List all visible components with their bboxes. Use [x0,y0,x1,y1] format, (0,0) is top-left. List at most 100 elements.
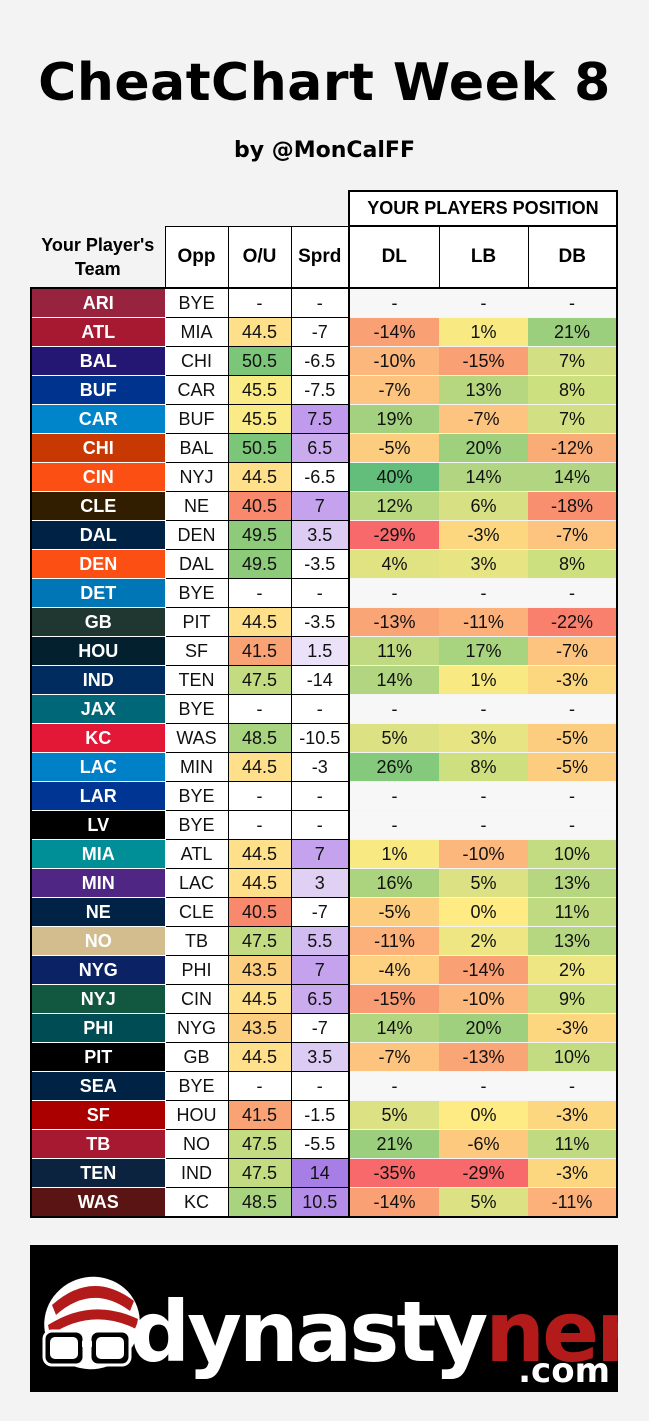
opp-cell: MIA [164,317,229,347]
team-cell: BAL [30,346,166,376]
db-cell: - [528,810,618,840]
team-cell: LAR [30,781,166,811]
ou-cell: - [227,810,292,840]
ou-cell: 44.5 [227,868,292,898]
spread-cell: -10.5 [290,723,350,753]
lb-cell: -11% [439,607,528,637]
lb-cell: -13% [439,1042,528,1072]
db-cell: -22% [528,607,618,637]
dl-cell: 1% [348,839,439,869]
opp-cell: PHI [164,955,229,985]
opp-cell: TEN [164,665,229,695]
spread-cell: 3 [290,868,350,898]
spread-cell: -7 [290,1013,350,1043]
lb-cell: 3% [439,549,528,579]
dl-cell: 16% [348,868,439,898]
team-cell: KC [30,723,166,753]
ou-cell: 44.5 [227,607,292,637]
spread-column-header: Sprd [290,225,350,289]
dl-cell: -13% [348,607,439,637]
ou-cell: - [227,781,292,811]
team-cell: WAS [30,1187,166,1218]
ou-cell: 49.5 [227,520,292,550]
lb-cell: 1% [439,317,528,347]
db-cell: -3% [528,1100,618,1130]
opp-cell: DEN [164,520,229,550]
db-cell: 7% [528,404,618,434]
table-row: SF HOU 41.5 -1.5 5% 0% -3% [30,1100,618,1130]
team-cell: SF [30,1100,166,1130]
spread-cell: 7 [290,839,350,869]
logo-domain: .com [518,1351,610,1391]
db-cell: -11% [528,1187,618,1218]
db-cell: 14% [528,462,618,492]
spread-cell: - [290,578,350,608]
db-cell: - [528,578,618,608]
dl-cell: - [348,288,439,318]
ou-cell: 47.5 [227,926,292,956]
lb-cell: -10% [439,839,528,869]
opp-cell: BYE [164,694,229,724]
spread-cell: -1.5 [290,1100,350,1130]
table-row: MIN LAC 44.5 3 16% 5% 13% [30,868,618,898]
spread-cell: 7 [290,491,350,521]
db-cell: 10% [528,839,618,869]
opp-cell: BYE [164,578,229,608]
team-cell: NE [30,897,166,927]
team-cell: IND [30,665,166,695]
team-cell: MIA [30,839,166,869]
ou-cell: 50.5 [227,433,292,463]
db-cell: 11% [528,1129,618,1159]
table-row: WAS KC 48.5 10.5 -14% 5% -11% [30,1187,618,1218]
ou-cell: 41.5 [227,1100,292,1130]
team-cell: PHI [30,1013,166,1043]
dl-cell: -7% [348,375,439,405]
table-row: CLE NE 40.5 7 12% 6% -18% [30,491,618,521]
table-row: NYJ CIN 44.5 6.5 -15% -10% 9% [30,984,618,1014]
spread-cell: -6.5 [290,462,350,492]
ou-cell: - [227,694,292,724]
spread-cell: - [290,694,350,724]
dl-cell: -5% [348,433,439,463]
team-cell: CLE [30,491,166,521]
spread-cell: -3.5 [290,607,350,637]
team-cell: LV [30,810,166,840]
lb-cell: - [439,810,528,840]
lb-cell: -6% [439,1129,528,1159]
dl-cell: 19% [348,404,439,434]
dl-cell: -15% [348,984,439,1014]
team-cell: TB [30,1129,166,1159]
lb-cell: 3% [439,723,528,753]
team-cell: GB [30,607,166,637]
table-row: PHI NYG 43.5 -7 14% 20% -3% [30,1013,618,1043]
team-cell: NO [30,926,166,956]
opp-cell: NYG [164,1013,229,1043]
db-cell: -3% [528,1013,618,1043]
db-cell: 11% [528,897,618,927]
ou-cell: 43.5 [227,955,292,985]
ou-cell: 40.5 [227,897,292,927]
dl-cell: -29% [348,520,439,550]
team-cell: ATL [30,317,166,347]
position-group-header: YOUR PLAYERS POSITION [348,190,618,227]
lb-cell: -10% [439,984,528,1014]
opp-cell: NO [164,1129,229,1159]
lb-column-header: LB [438,225,529,289]
opp-cell: BYE [164,287,229,318]
ou-cell: - [227,287,292,318]
lb-cell: 1% [439,665,528,695]
table-row: HOU SF 41.5 1.5 11% 17% -7% [30,636,618,666]
opp-cell: MIN [164,752,229,782]
spread-cell: - [290,287,350,318]
dl-cell: -35% [348,1158,439,1188]
db-cell: -5% [528,752,618,782]
dl-cell: 14% [348,665,439,695]
table-row: CHI BAL 50.5 6.5 -5% 20% -12% [30,433,618,463]
dl-cell: 21% [348,1129,439,1159]
lb-cell: 0% [439,1100,528,1130]
lb-cell: - [439,578,528,608]
db-cell: -5% [528,723,618,753]
dl-cell: 14% [348,1013,439,1043]
dl-cell: -4% [348,955,439,985]
table-row: SEA BYE - - - - - [30,1071,618,1101]
